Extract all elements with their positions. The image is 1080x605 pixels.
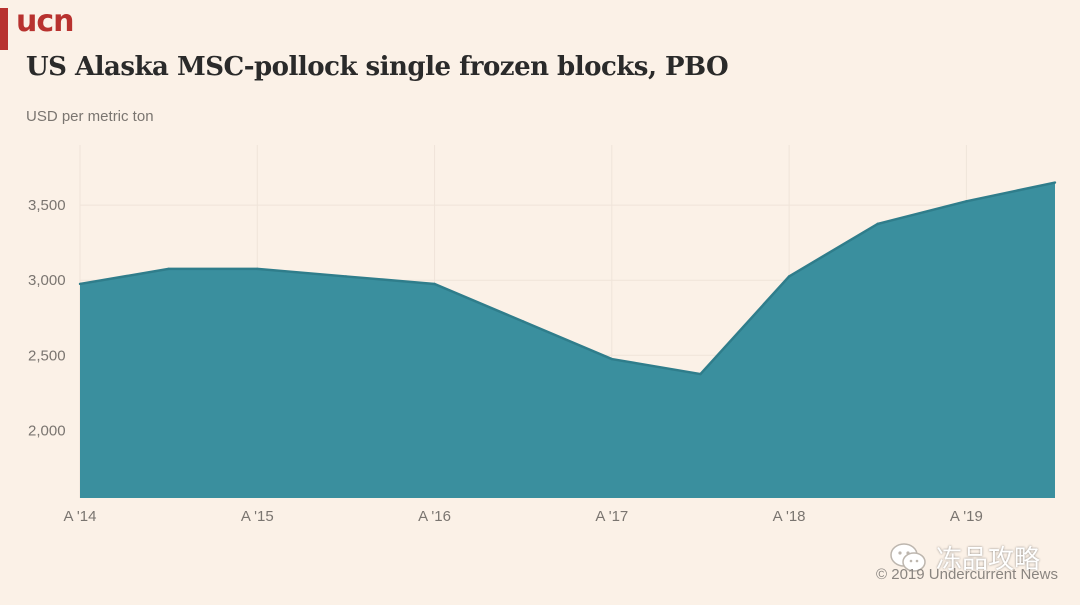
- copyright-credit: © 2019 Undercurrent News: [876, 566, 1058, 583]
- watermark: 冻品攻略: [888, 539, 1040, 576]
- y-tick-label: 3,000: [28, 272, 66, 289]
- x-tick-label: A '16: [418, 508, 451, 525]
- data-point: [787, 275, 791, 278]
- data-point: [876, 222, 879, 226]
- data-point: [256, 267, 259, 271]
- data-point: [610, 357, 614, 361]
- wechat-icon: [890, 542, 926, 572]
- watermark-text: 冻品攻略: [936, 545, 1041, 575]
- data-point: [78, 282, 82, 286]
- x-tick-label: A '19: [950, 508, 983, 525]
- x-tick-label: A '15: [241, 508, 274, 525]
- y-tick-label: 3,500: [28, 197, 66, 214]
- x-tick-label: A '14: [64, 508, 97, 525]
- data-point: [1053, 181, 1057, 184]
- data-point: [433, 282, 436, 286]
- chart-title: US Alaska MSC-pollock single frozen bloc…: [26, 52, 729, 82]
- y-axis-unit-label: USD per metric ton: [26, 108, 154, 125]
- data-point: [521, 320, 525, 323]
- y-tick-label: 2,000: [28, 422, 66, 439]
- data-point: [965, 200, 968, 203]
- brand-logo: ucn: [16, 4, 74, 39]
- x-tick-label: A '18: [773, 508, 806, 525]
- data-point: [344, 275, 348, 278]
- area-series-line: [79, 181, 1056, 376]
- x-tick-label: A '17: [595, 508, 628, 525]
- data-point: [167, 267, 170, 271]
- brand-bar: [0, 8, 8, 50]
- y-tick-label: 2,500: [28, 347, 66, 364]
- data-point: [699, 372, 702, 376]
